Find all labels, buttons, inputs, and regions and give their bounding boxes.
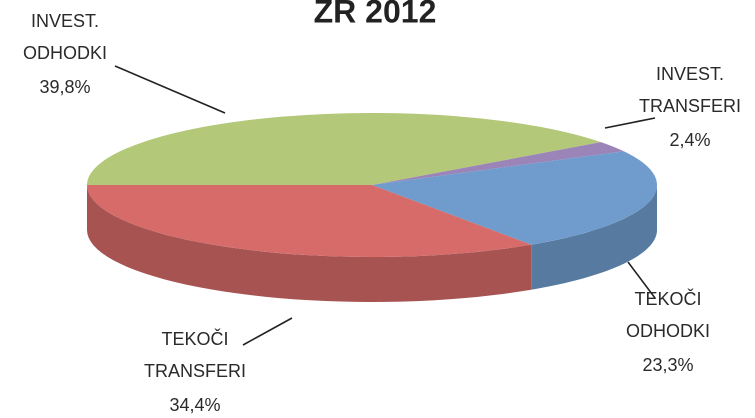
value-label: 23,3% (642, 355, 693, 375)
leader-line (114, 65, 226, 114)
slice-side (87, 185, 532, 302)
value-label: 39,8% (39, 77, 90, 97)
leader-line (604, 117, 656, 129)
slice (87, 185, 532, 257)
chart-title: ZR 2012 (314, 0, 437, 29)
slice-label: INVEST. ODHODKI (23, 11, 107, 63)
slice (86, 112, 601, 185)
slice (372, 142, 624, 185)
leader-line (242, 317, 293, 346)
slice-label: TEKOČI ODHODKI (626, 288, 710, 341)
slice-side (531, 185, 657, 290)
leader-line (627, 261, 656, 299)
value-label: 34,4% (169, 395, 220, 415)
slice (372, 151, 657, 245)
value-label: 2,4% (669, 130, 710, 150)
slice-label: INVEST. TRANSFERI (639, 64, 741, 116)
slice-label: TEKOČI TRANSFERI (144, 328, 246, 381)
